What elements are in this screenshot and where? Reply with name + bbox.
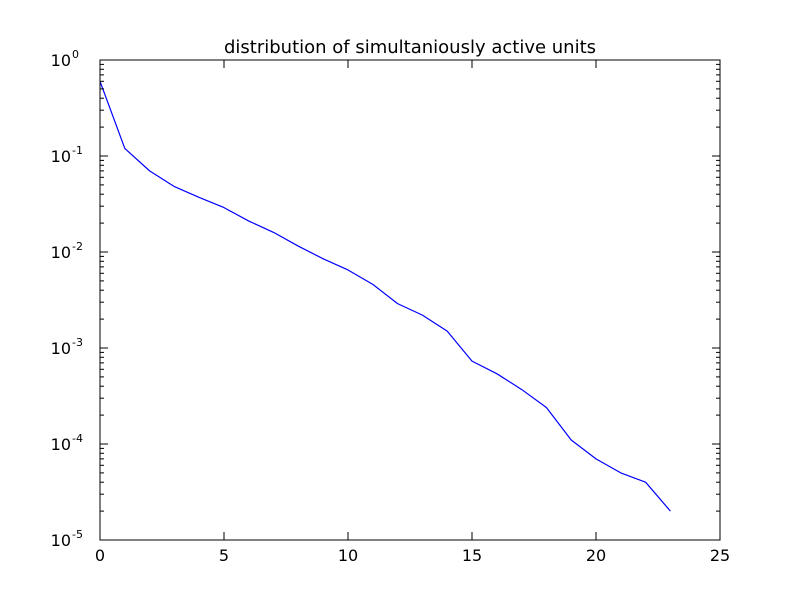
series-line-0 [99, 81, 671, 512]
y-tick-label-exponent: -2 [72, 240, 83, 253]
y-tick-label: 10 0 [51, 48, 79, 70]
plot-area [99, 81, 671, 512]
y-tick-label-base: 10 [51, 531, 71, 550]
y-tick-label-exponent: -4 [72, 432, 83, 445]
y-tick-label-base: 10 [51, 147, 71, 166]
x-tick-label: 0 [95, 546, 105, 565]
y-tick-label: 10 -1 [51, 144, 83, 166]
y-tick-label-base: 10 [51, 51, 71, 70]
x-tick-label: 15 [462, 546, 482, 565]
y-tick-label-base: 10 [51, 339, 71, 358]
y-tick-label: 10 -2 [51, 240, 83, 262]
plot-frame [99, 59, 721, 541]
x-tick-label: 20 [586, 546, 606, 565]
y-tick-label: 10 -5 [51, 528, 83, 550]
x-tick-label: 25 [710, 546, 730, 565]
y-tick-label-exponent: -5 [72, 528, 83, 541]
x-tick-label: 10 [338, 546, 358, 565]
y-tick-label: 10 -4 [51, 432, 83, 454]
chart-title: distribution of simultaniously active un… [224, 37, 596, 58]
y-tick-label: 10 -3 [51, 336, 83, 358]
x-tick-label: 5 [219, 546, 229, 565]
y-tick-label-exponent: 0 [72, 48, 79, 61]
y-tick-label-base: 10 [51, 243, 71, 262]
y-tick-label-base: 10 [51, 435, 71, 454]
x-axis: 0 5 10 15 20 25 [95, 60, 730, 565]
y-tick-label-exponent: -3 [72, 336, 83, 349]
y-tick-label-exponent: -1 [72, 144, 83, 157]
